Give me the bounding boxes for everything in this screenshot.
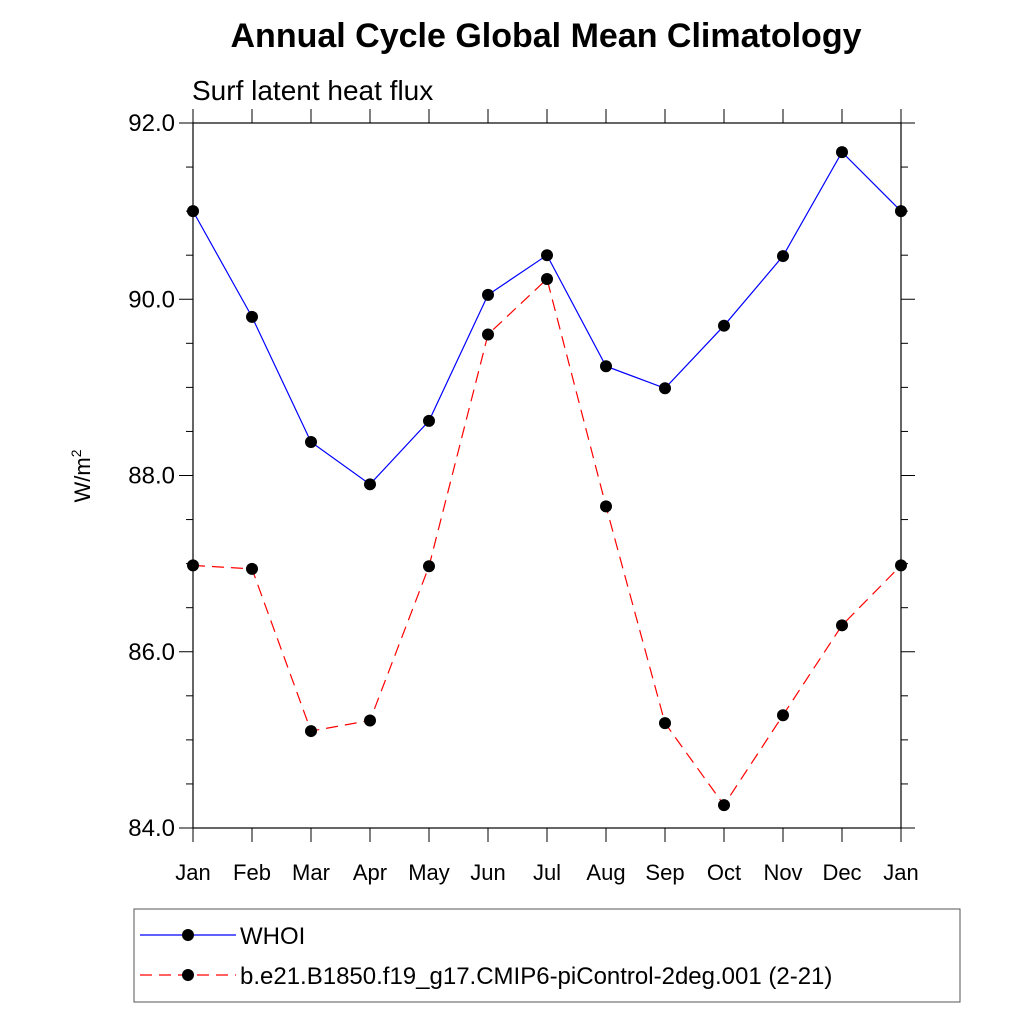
x-tick-label: Sep: [645, 860, 684, 885]
data-point: [659, 717, 671, 730]
data-point: [187, 205, 199, 218]
series-1: [187, 146, 907, 491]
data-point: [541, 272, 553, 285]
data-point: [305, 725, 317, 738]
series-layer: [187, 146, 907, 812]
legend-item-2: b.e21.B1850.f19_g17.CMIP6-piControl-2deg…: [140, 963, 832, 990]
data-point: [836, 619, 848, 632]
series-line: [192, 151, 902, 486]
data-point: [659, 382, 671, 395]
data-point: [600, 500, 612, 513]
y-tick-label: 92.0: [128, 110, 175, 137]
plot-frame: [192, 122, 902, 829]
data-point: [246, 562, 258, 575]
y-tick-label: 90.0: [128, 286, 175, 313]
legend-label: b.e21.B1850.f19_g17.CMIP6-piControl-2deg…: [240, 963, 832, 990]
plot-axes: 84.0 86.0 88.0 90.0 92.0 Jan Feb Mar Apr May Jun Ju…: [128, 109, 919, 885]
x-tick-label: Mar: [292, 860, 330, 885]
y-axis-label-base: W/m: [70, 457, 95, 502]
data-point: [364, 478, 376, 491]
data-point: [305, 436, 317, 449]
data-point: [423, 414, 435, 427]
data-point: [423, 560, 435, 573]
series-line: [192, 277, 902, 807]
y-axis-label-sup: 2: [68, 449, 84, 457]
x-tick-label: Nov: [763, 860, 802, 885]
chart-subtitle: Surf latent heat flux: [192, 75, 433, 106]
y-axis-label: W/m2: [68, 449, 95, 502]
data-point: [836, 146, 848, 159]
legend-marker: [182, 969, 194, 981]
series-2: [187, 272, 907, 812]
y-tick-label: 84.0: [128, 815, 175, 842]
legend-label: WHOI: [240, 923, 305, 950]
data-point: [718, 799, 730, 812]
data-point: [718, 319, 730, 332]
x-tick-label: Apr: [353, 860, 387, 885]
legend-box: [133, 908, 961, 1003]
legend: WHOI b.e21.B1850.f19_g17.CMIP6-piControl-…: [133, 908, 961, 1003]
data-point: [246, 310, 258, 323]
x-tick-label: Jan: [883, 860, 918, 885]
data-point: [895, 205, 907, 218]
data-point: [895, 559, 907, 572]
data-point: [777, 250, 789, 263]
legend-items: WHOI b.e21.B1850.f19_g17.CMIP6-piControl-…: [140, 923, 832, 990]
x-tick-label: May: [408, 860, 450, 885]
x-tick-label: Oct: [707, 860, 741, 885]
legend-marker: [182, 929, 194, 941]
data-point: [482, 328, 494, 341]
data-point: [482, 288, 494, 301]
x-tick-label: Aug: [586, 860, 625, 885]
data-point: [364, 714, 376, 727]
legend-item-1: WHOI: [140, 923, 305, 950]
data-point: [541, 249, 553, 262]
x-tick-label: Jul: [533, 860, 561, 885]
y-tick-label: 88.0: [128, 463, 175, 490]
data-point: [187, 559, 199, 572]
chart-title: Annual Cycle Global Mean Climatology: [231, 17, 862, 55]
data-point: [600, 360, 612, 373]
data-point: [777, 709, 789, 722]
x-tick-label: Jun: [470, 860, 505, 885]
y-tick-label: 86.0: [128, 639, 175, 666]
x-tick-label: Feb: [233, 860, 271, 885]
x-tick-label: Dec: [822, 860, 861, 885]
x-tick-label: Jan: [175, 860, 210, 885]
